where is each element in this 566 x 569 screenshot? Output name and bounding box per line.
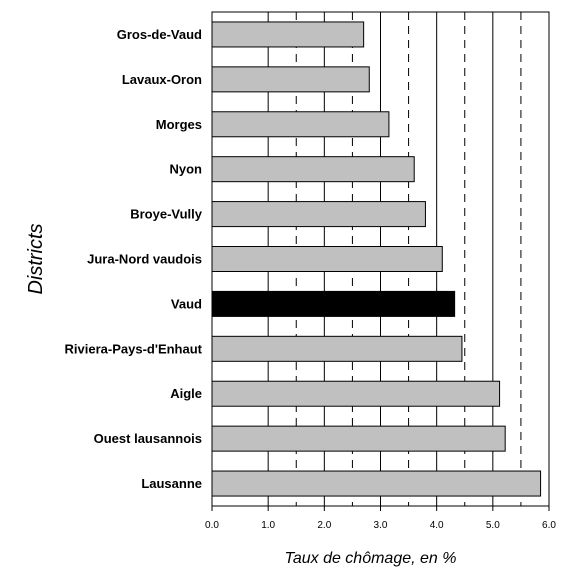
x-axis-title: Taux de chômage, en % [285, 550, 457, 567]
bar [211, 111, 390, 138]
x-tick-label: 1.0 [261, 520, 275, 531]
bar [211, 21, 365, 48]
x-tick-label: 3.0 [374, 520, 388, 531]
category-label: Aigle [170, 386, 202, 401]
category-label: Vaud [171, 296, 202, 311]
x-tick-label: 5.0 [486, 520, 500, 531]
bar [211, 290, 456, 317]
grid-lines [267, 12, 522, 506]
bar [211, 66, 370, 93]
x-axis-ticks: 0.0 1.0 2.0 3.0 4.0 5.0 6.0 [205, 506, 556, 531]
category-label: Lavaux-Oron [122, 72, 202, 87]
bar [211, 425, 506, 452]
x-tick-label: 6.0 [542, 520, 556, 531]
category-label: Morges [156, 117, 202, 132]
category-label: Riviera-Pays-d'Enhaut [65, 341, 203, 356]
category-label: Nyon [170, 162, 203, 177]
category-label: Ouest lausannois [94, 431, 202, 446]
bar [211, 156, 415, 183]
x-tick-label: 2.0 [317, 520, 331, 531]
category-labels: Gros-de-Vaud Lavaux-Oron Morges Nyon Broye-V… [65, 27, 203, 491]
y-axis-title: Districts [25, 223, 47, 294]
bar [211, 470, 542, 497]
category-label: Lausanne [141, 476, 202, 491]
x-tick-label: 0.0 [205, 520, 219, 531]
category-label: Broye-Vully [130, 207, 203, 222]
category-label: Gros-de-Vaud [117, 27, 202, 42]
x-tick-label: 4.0 [430, 520, 444, 531]
bar [211, 380, 501, 407]
bar [211, 246, 443, 272]
category-label: Jura-Nord vaudois [87, 252, 202, 267]
bars-group [211, 21, 542, 497]
bar [211, 335, 463, 362]
bar [211, 201, 426, 228]
